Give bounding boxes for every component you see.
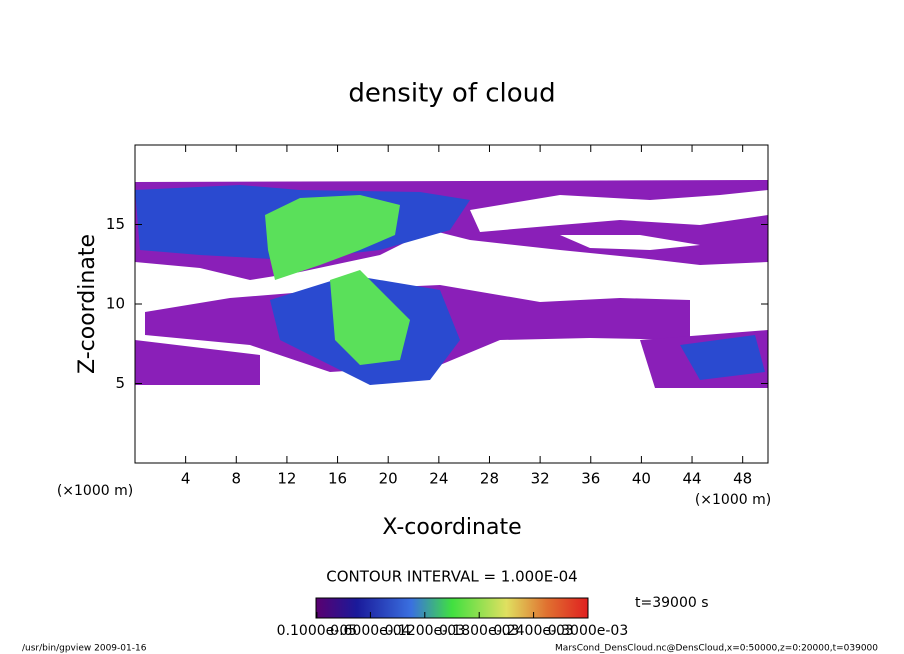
colorbar: [315, 597, 589, 619]
footer-left: /usr/bin/gpview 2009-01-16: [22, 644, 147, 654]
x-tick-label: 28: [480, 470, 499, 488]
x-tick-label: 16: [328, 470, 347, 488]
x-tick-label: 12: [277, 470, 296, 488]
y-axis-label: Z-coordinate: [75, 234, 100, 374]
colorbar-tick-label: 0.2400e-03: [493, 623, 573, 639]
x-unit: (×1000 m): [57, 483, 133, 499]
colorbar-tick-label: 0.1200e-03: [385, 623, 465, 639]
colorbar-tick-label: 0.3000e-03: [548, 623, 628, 639]
x-tick-label: 32: [531, 470, 550, 488]
colorbar-tick-label: 0.1000e-05: [277, 623, 357, 639]
x-tick-label: 8: [232, 470, 242, 488]
x-axis-label: X-coordinate: [382, 515, 521, 540]
contour-interval: CONTOUR INTERVAL = 1.000E-04: [326, 568, 577, 586]
y-tick-label: 5: [115, 374, 125, 392]
x-tick-label: 40: [632, 470, 651, 488]
y-tick-label: 15: [106, 215, 125, 233]
x-tick-label: 44: [682, 470, 701, 488]
colorbar-tick-label: 0.1800e-03: [439, 623, 519, 639]
footer-right: MarsCond_DensCloud.nc@DensCloud,x=0:5000…: [555, 644, 878, 654]
x-tick-label: 48: [733, 470, 752, 488]
cloud-field: [135, 180, 768, 388]
y-tick-label: 10: [106, 295, 125, 313]
x-tick-label: 36: [581, 470, 600, 488]
x-tick-label: 20: [379, 470, 398, 488]
x-tick-label: 4: [181, 470, 191, 488]
time-label: t=39000 s: [635, 595, 709, 611]
chart-title: density of cloud: [348, 79, 555, 109]
colorbar-tick-label: 0.6000e-04: [330, 623, 411, 639]
x-unit: (×1000 m): [695, 492, 771, 508]
x-tick-label: 24: [429, 470, 448, 488]
